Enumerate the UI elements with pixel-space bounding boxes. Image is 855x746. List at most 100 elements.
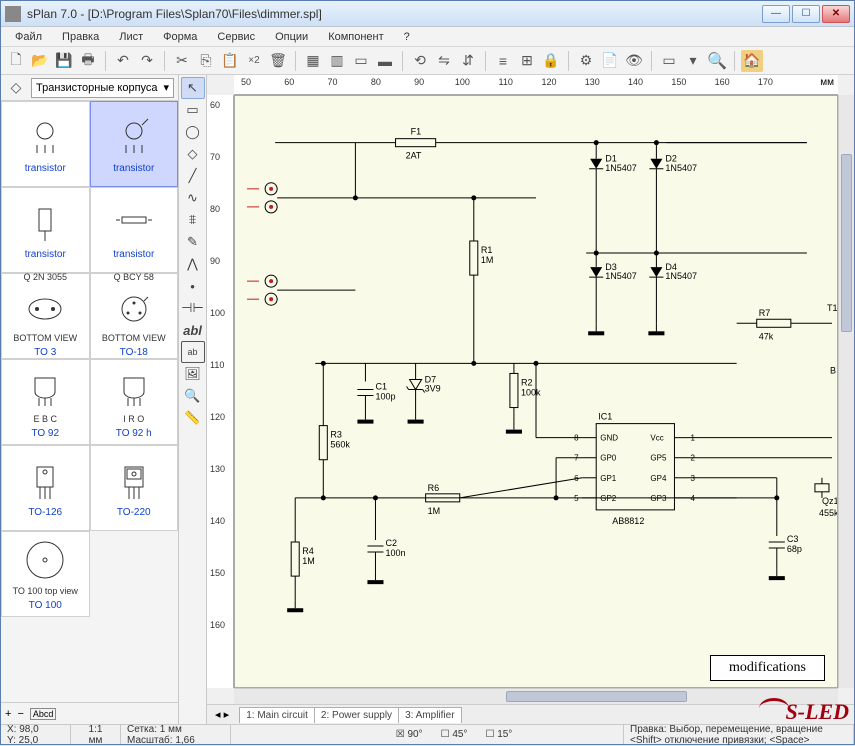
modifications-box: modifications bbox=[710, 655, 825, 681]
undo-button[interactable]: ↶ bbox=[112, 50, 134, 72]
snap-button[interactable]: ⊞ bbox=[516, 50, 538, 72]
svg-text:AB8812: AB8812 bbox=[612, 516, 644, 526]
zoom-button[interactable]: 🔍 bbox=[706, 50, 728, 72]
svg-text:R4: R4 bbox=[302, 546, 314, 556]
status-x: X: 98,0 bbox=[7, 724, 64, 735]
back-button[interactable]: ▬ bbox=[374, 50, 396, 72]
chevron-down-icon: ▾ bbox=[163, 81, 169, 94]
page-tab-0[interactable]: 1: Main circuit bbox=[239, 707, 315, 723]
menu-Сервис[interactable]: Сервис bbox=[209, 29, 263, 45]
library-dropdown[interactable]: Транзисторные корпуса ▾ bbox=[31, 78, 174, 98]
svg-text:R6: R6 bbox=[428, 483, 440, 493]
redo-button[interactable]: ↷ bbox=[136, 50, 158, 72]
open-button[interactable]: 📂 bbox=[29, 50, 51, 72]
svg-text:1N5407: 1N5407 bbox=[605, 271, 637, 281]
minus-icon[interactable]: − bbox=[17, 708, 23, 720]
close-button[interactable]: ✕ bbox=[822, 5, 850, 23]
junction-tool[interactable]: • bbox=[181, 275, 205, 297]
image-tool[interactable]: 🖼 bbox=[181, 363, 205, 385]
menu-Опции[interactable]: Опции bbox=[267, 29, 316, 45]
mirror-v-button[interactable]: ⇵ bbox=[457, 50, 479, 72]
horizontal-scrollbar[interactable] bbox=[234, 688, 838, 704]
svg-text:R1: R1 bbox=[481, 245, 493, 255]
palette-item-7[interactable]: I R OTO 92 h bbox=[90, 359, 179, 445]
print-button[interactable]: 🖶 bbox=[77, 50, 99, 72]
list-button[interactable]: 📄 bbox=[599, 50, 621, 72]
palette-item-3[interactable]: transistor bbox=[90, 187, 179, 273]
menu-Правка[interactable]: Правка bbox=[54, 29, 107, 45]
symbol-button[interactable]: ⚙ bbox=[575, 50, 597, 72]
line-tool[interactable]: ╱ bbox=[181, 165, 205, 187]
palette-item-10[interactable]: TO 100 top viewTO 100 bbox=[1, 531, 90, 617]
svg-text:Qz1: Qz1 bbox=[822, 496, 837, 506]
rect-tool[interactable]: ▭ bbox=[181, 99, 205, 121]
dimension-tool[interactable]: ⊣⊢ bbox=[181, 297, 205, 319]
wire-tool[interactable]: ⋀ bbox=[181, 253, 205, 275]
duplicate-button[interactable]: ×2 bbox=[243, 50, 265, 72]
home-button[interactable]: 🏠 bbox=[741, 50, 763, 72]
svg-text:F1: F1 bbox=[411, 127, 422, 137]
palette-item-4[interactable]: Q 2N 3055BOTTOM VIEWTO 3 bbox=[1, 273, 90, 359]
copy-button[interactable]: ⎘ bbox=[195, 50, 217, 72]
svg-text:47k: 47k bbox=[759, 331, 774, 341]
palette-item-6[interactable]: E B CTO 92 bbox=[1, 359, 90, 445]
measure-tool[interactable]: 📏 bbox=[181, 407, 205, 429]
menu-Лист[interactable]: Лист bbox=[111, 29, 151, 45]
page-tab-2[interactable]: 3: Amplifier bbox=[398, 707, 461, 723]
angle-checkbox-45[interactable]: ☐ 45° bbox=[441, 729, 468, 740]
label-mode-icon[interactable]: Abcd bbox=[30, 708, 57, 720]
polyline-tool[interactable]: ⩨ bbox=[181, 209, 205, 231]
group-button[interactable]: ▦ bbox=[302, 50, 324, 72]
save-button[interactable]: 💾 bbox=[53, 50, 75, 72]
page-dropdown[interactable]: ▾ bbox=[682, 50, 704, 72]
palette-item-9[interactable]: TO-220 bbox=[90, 445, 179, 531]
svg-text:IC1: IC1 bbox=[598, 412, 612, 422]
canvas-wrap: мм 5060708090100110120130140150160170 60… bbox=[207, 75, 854, 724]
pointer-tool[interactable]: ↖ bbox=[181, 77, 205, 99]
delete-button[interactable]: 🗑 bbox=[267, 50, 289, 72]
curve-tool[interactable]: ∿ bbox=[181, 187, 205, 209]
library-icon[interactable]: ◇ bbox=[5, 77, 27, 99]
freehand-tool[interactable]: ✎ bbox=[181, 231, 205, 253]
textblock-tool[interactable]: ab bbox=[181, 341, 205, 363]
menu-?[interactable]: ? bbox=[396, 29, 418, 45]
zoom-tool[interactable]: 🔍 bbox=[181, 385, 205, 407]
search-button[interactable]: 👁 bbox=[623, 50, 645, 72]
cut-button[interactable]: ✂ bbox=[171, 50, 193, 72]
ungroup-button[interactable]: ▥ bbox=[326, 50, 348, 72]
lock-button[interactable]: 🔒 bbox=[540, 50, 562, 72]
plus-icon[interactable]: + bbox=[5, 708, 11, 720]
polygon-tool[interactable]: ◇ bbox=[181, 143, 205, 165]
svg-text:GP3: GP3 bbox=[650, 494, 667, 503]
palette-item-8[interactable]: TO-126 bbox=[1, 445, 90, 531]
pages-button[interactable]: ▭ bbox=[658, 50, 680, 72]
menu-Форма[interactable]: Форма bbox=[155, 29, 205, 45]
page-tab-1[interactable]: 2: Power supply bbox=[314, 707, 399, 723]
angle-checkbox-90[interactable]: ☒ 90° bbox=[396, 729, 423, 740]
menu-Файл[interactable]: Файл bbox=[7, 29, 50, 45]
palette-item-2[interactable]: transistor bbox=[1, 187, 90, 273]
rotate-button[interactable]: ⟲ bbox=[409, 50, 431, 72]
text-tool[interactable]: abl bbox=[181, 319, 205, 341]
palette-item-0[interactable]: transistor bbox=[1, 101, 90, 187]
circle-tool[interactable]: ◯ bbox=[181, 121, 205, 143]
mirror-h-button[interactable]: ⇋ bbox=[433, 50, 455, 72]
window-buttons: — ☐ ✕ bbox=[762, 5, 850, 23]
maximize-button[interactable]: ☐ bbox=[792, 5, 820, 23]
svg-text:5: 5 bbox=[574, 494, 579, 503]
menu-Компонент[interactable]: Компонент bbox=[320, 29, 391, 45]
new-button[interactable]: 🗋 bbox=[5, 50, 27, 72]
drawing-canvas[interactable]: F12ATD11N5407D21N5407D31N5407D41N5407R74… bbox=[234, 95, 838, 688]
palette-item-5[interactable]: Q BCY 58BOTTOM VIEWTO-18 bbox=[90, 273, 179, 359]
svg-text:1: 1 bbox=[691, 434, 696, 443]
minimize-button[interactable]: — bbox=[762, 5, 790, 23]
library-selector-row: ◇ Транзисторные корпуса ▾ bbox=[1, 75, 178, 101]
svg-text:1N5407: 1N5407 bbox=[665, 163, 697, 173]
angle-checkbox-15[interactable]: ☐ 15° bbox=[485, 729, 512, 740]
front-button[interactable]: ▭ bbox=[350, 50, 372, 72]
vertical-scrollbar[interactable] bbox=[838, 95, 854, 688]
paste-button[interactable]: 📋 bbox=[219, 50, 241, 72]
align-button[interactable]: ≡ bbox=[492, 50, 514, 72]
svg-text:1M: 1M bbox=[481, 255, 494, 265]
palette-item-1[interactable]: transistor bbox=[90, 101, 179, 187]
